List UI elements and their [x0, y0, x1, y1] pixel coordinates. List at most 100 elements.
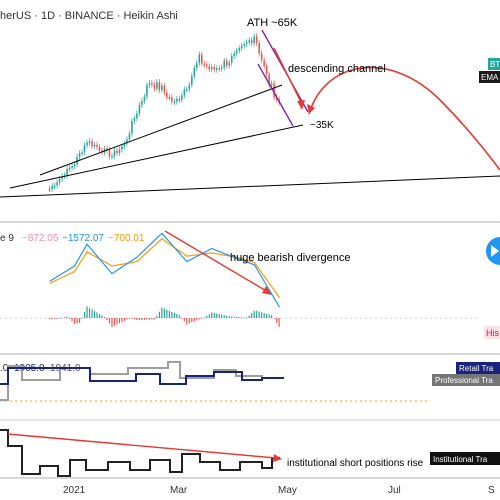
- price-candle: [233, 50, 236, 59]
- price-candle: [248, 37, 250, 46]
- histogram-bar: [156, 315, 158, 318]
- price-candle: [83, 142, 86, 156]
- histogram-bar: [113, 318, 116, 326]
- price-candle: [178, 95, 181, 103]
- histogram-bar: [148, 318, 151, 320]
- svg-text:−700.01: −700.01: [108, 233, 145, 244]
- price-candle: [113, 147, 116, 159]
- histogram-bar: [66, 316, 68, 318]
- histogram-bar: [83, 312, 86, 318]
- ema-badge: EMA: [479, 71, 500, 83]
- channel-arrow-head: [297, 100, 305, 110]
- price-candle: [158, 79, 161, 94]
- histogram-bar: [201, 318, 203, 319]
- histogram-bar: [108, 318, 111, 324]
- price-candle: [173, 98, 176, 105]
- histogram-bar: [76, 318, 78, 324]
- price-candle: [91, 138, 93, 150]
- grid: [0, 221, 500, 479]
- histogram-bar: [236, 316, 238, 318]
- price-candle: [68, 164, 71, 172]
- x-axis: 2021 Mar May Jul S: [63, 485, 495, 496]
- histogram-bar: [161, 307, 163, 318]
- histogram-bar: [278, 318, 280, 327]
- histogram-bar: [88, 307, 91, 318]
- histogram-bar: [116, 318, 118, 325]
- histogram-bar: [49, 318, 51, 320]
- histogram-bar: [266, 313, 268, 318]
- retail-badge: Retail Tra: [456, 362, 500, 374]
- histogram-bar: [246, 317, 248, 319]
- histogram-bar: [96, 312, 98, 318]
- histogram-bar: [146, 318, 148, 320]
- svg-text:−872.05: −872.05: [22, 233, 59, 244]
- price-candle: [220, 64, 223, 72]
- chart-title: herUS · 1D · BINANCE · Heikin Ashi: [0, 10, 178, 22]
- histogram-bar: [211, 312, 213, 318]
- professional-badge: Professional Tra: [432, 374, 500, 386]
- price-candle: [265, 62, 268, 78]
- histogram-bar: [61, 317, 63, 319]
- projection: [307, 66, 500, 171]
- price-candle: [208, 63, 211, 73]
- histogram-bar: [261, 312, 263, 318]
- histogram-bar: [56, 318, 58, 319]
- institutional-line: [0, 429, 280, 477]
- price-candle: [98, 143, 101, 154]
- histogram-bar: [273, 318, 275, 319]
- price-candle: [200, 51, 203, 67]
- histogram-bar: [133, 318, 136, 320]
- price-candle: [253, 33, 255, 47]
- play-button[interactable]: [486, 237, 500, 265]
- histogram-bar: [93, 310, 96, 318]
- trendline-long: [0, 175, 500, 198]
- x-tick-label: Mar: [170, 485, 188, 496]
- x-tick-label: Jul: [388, 485, 401, 496]
- price-candle: [210, 64, 213, 73]
- projection-arc: [308, 66, 500, 171]
- price-candle: [131, 117, 133, 137]
- price-candle: [196, 60, 198, 72]
- price-candle: [243, 41, 245, 49]
- svg-text:−1572.07: −1572.07: [62, 233, 104, 244]
- descending-channel: [257, 29, 309, 127]
- price-candle: [240, 42, 243, 52]
- price-candle: [153, 81, 156, 92]
- histogram-bar: [91, 309, 93, 318]
- histogram-bar: [221, 314, 223, 318]
- macd-header: e 9 −872.05 −1572.07 −700.01: [0, 233, 145, 244]
- institutional-arrow: [7, 433, 282, 462]
- histogram-bar: [86, 306, 88, 318]
- price-candle: [146, 82, 148, 100]
- histogram-bar: [228, 316, 230, 318]
- price-candle: [163, 82, 166, 96]
- histogram-bar: [73, 318, 76, 324]
- histogram-bar: [173, 313, 175, 318]
- histogram-bar: [231, 316, 233, 318]
- histogram-bar: [256, 310, 258, 318]
- trendline-mid: [9, 124, 304, 189]
- price-candle: [156, 79, 158, 92]
- price-candle: [126, 136, 128, 147]
- price-candle: [166, 89, 168, 101]
- histogram-bar: [216, 313, 218, 318]
- price-candle: [106, 145, 108, 153]
- price-candle: [215, 65, 218, 73]
- histogram-bar: [166, 309, 168, 318]
- histogram-bar: [103, 317, 106, 318]
- price-candle: [93, 141, 96, 150]
- institutional-badge: Institutional Tra: [430, 452, 500, 465]
- price-candle: [151, 80, 153, 88]
- histogram-bar: [51, 318, 53, 319]
- price-candle: [250, 37, 253, 47]
- histogram-bar: [138, 318, 141, 321]
- target-label: ~35K: [310, 120, 334, 131]
- divergence-label: huge bearish divergence: [230, 252, 350, 264]
- histogram-bar: [121, 318, 123, 323]
- price-candle: [161, 82, 163, 94]
- histogram-bar: [253, 310, 255, 318]
- price-candle: [183, 86, 186, 99]
- histogram-bar: [248, 315, 250, 318]
- price-candle: [260, 50, 263, 64]
- price-candle: [218, 65, 221, 72]
